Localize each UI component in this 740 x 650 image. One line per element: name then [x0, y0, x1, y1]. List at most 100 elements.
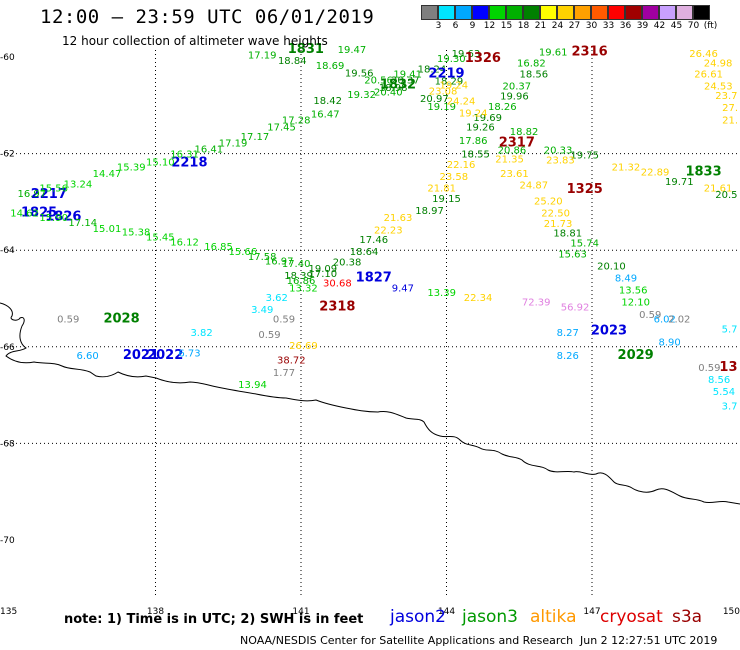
swh-label: 26.69: [289, 341, 318, 352]
swh-label: 15.38: [122, 228, 151, 239]
swh-label: 8.90: [658, 337, 680, 348]
swh-label: 14.62: [10, 208, 39, 219]
map-title: 12:00 – 23:59 UTC 06/01/2019: [40, 6, 375, 28]
time-label: 1325: [567, 182, 603, 197]
swh-label: 19.41: [393, 69, 422, 80]
swh-label: 15.39: [117, 163, 146, 174]
swh-label: 20.5: [715, 190, 737, 201]
legend-altika: altika: [530, 607, 577, 627]
swh-label: 20.97: [420, 94, 449, 105]
colorbar-unit-label: (ft): [703, 21, 718, 31]
swh-label: 20.33: [544, 146, 573, 157]
swh-label: 18.29: [435, 77, 464, 88]
swh-label: 5.7: [722, 324, 738, 335]
swh-label: 0.59: [698, 363, 720, 374]
lon-tick-label: 141: [292, 607, 309, 617]
swh-label: 16.41: [195, 145, 224, 156]
swh-label: 12.10: [621, 298, 650, 309]
swh-label: 8.56: [708, 375, 730, 386]
colorbar-swatch: [659, 5, 676, 20]
colorbar-swatch: [540, 5, 557, 20]
footnote: note: 1) Time is in UTC; 2) SWH is in fe…: [64, 612, 364, 627]
swh-label: 1.77: [273, 368, 295, 379]
swh-label: 17.40: [282, 259, 311, 270]
swh-label: 5.54: [713, 387, 735, 398]
swh-label: 17.17: [241, 132, 270, 143]
colorbar-level-label: 33: [602, 21, 615, 31]
swh-label: 0.59: [639, 310, 661, 321]
swh-label: 22.50: [541, 208, 570, 219]
swh-label: 15.74: [570, 238, 599, 249]
time-label: 2021: [123, 348, 159, 363]
swh-label: 17.10: [309, 269, 338, 280]
swh-label: 19.71: [665, 177, 694, 188]
colorbar-swatch: [472, 5, 489, 20]
swh-label: 13.56: [619, 286, 648, 297]
colorbar-swatch: [455, 5, 472, 20]
lon-tick-label: 147: [583, 607, 600, 617]
swh-label: 24.98: [704, 59, 733, 70]
time-label: 2022: [147, 348, 183, 363]
swh-label: 15.63: [558, 249, 587, 260]
swh-label: 15.45: [146, 233, 175, 244]
colorbar-swatch: [506, 5, 523, 20]
colorbar-level-label: 12: [483, 21, 496, 31]
map-subtitle: 12 hour collection of altimeter wave hei…: [62, 34, 328, 48]
colorbar-swatch: [625, 5, 642, 20]
legend-jason3: jason3: [462, 607, 518, 627]
swh-label: 18.98: [379, 83, 408, 94]
swh-label: 19.61: [539, 48, 568, 59]
colorbar-level-label: 36: [619, 21, 632, 31]
colorbar-swatch: [557, 5, 574, 20]
swh-label: 16.86: [287, 276, 316, 287]
swh-label: 27.: [722, 103, 738, 114]
swh-label: 18.64: [350, 247, 379, 258]
swh-label: 22.89: [641, 167, 670, 178]
time-label: 2217: [31, 187, 67, 202]
swh-label: 3.62: [266, 293, 288, 304]
lon-tick-label: 135: [0, 607, 17, 617]
colorbar-level-label: 39: [636, 21, 649, 31]
swh-label: 18.56: [519, 69, 548, 80]
swh-label: 21.73: [544, 219, 573, 230]
swh-label: 22.16: [447, 160, 476, 171]
colorbar-level-label: 24: [551, 21, 564, 31]
swh-label: 56.92: [561, 303, 590, 314]
swh-label: 8.26: [557, 351, 579, 362]
colorbar-level-label: 21: [534, 21, 547, 31]
swh-label: 6.02: [654, 315, 676, 326]
swh-label: 21.81: [427, 183, 456, 194]
swh-label: 18.81: [553, 229, 582, 240]
swh-label: 17.14: [68, 218, 97, 229]
lat-lon-grid: 135 138 141 144 147 150 -60 -62 -64 -66 -68 -70: [0, 50, 740, 617]
swh-label: 25.20: [534, 196, 563, 207]
swh-label: 17.28: [282, 116, 311, 127]
swh-label: 21.61: [704, 183, 733, 194]
credit-date: Jun 2 12:27:51 UTC 2019: [580, 634, 718, 647]
swh-label: 18.26: [488, 102, 517, 113]
colorbar-swatch: [591, 5, 608, 20]
time-label: 1832: [380, 77, 416, 92]
swh-label: 19.24: [459, 108, 488, 119]
swh-label: 19.75: [570, 150, 599, 161]
lat-tick-label: -62: [0, 150, 15, 160]
swh-label: 13.39: [427, 288, 456, 299]
swh-label: 23.58: [439, 172, 468, 183]
colorbar-level-label: 6: [452, 21, 459, 31]
colorbar-swatch: [574, 5, 591, 20]
swh-label: 23.83: [546, 155, 575, 166]
colorbar: [421, 5, 710, 20]
swh-label: 19.09: [309, 264, 338, 275]
swh-label: 20.38: [333, 258, 362, 269]
swh-label: 21.63: [384, 213, 413, 224]
colorbar-swatch: [693, 5, 710, 20]
swh-label: 22.23: [374, 225, 403, 236]
swh-label: 23.08: [429, 87, 458, 98]
swh-label: 26.61: [694, 69, 723, 80]
swh-label: 15.56: [39, 183, 68, 194]
swh-label: 18.97: [415, 206, 444, 217]
swh-label: 13.32: [289, 283, 318, 294]
time-label: 1827: [356, 271, 392, 286]
swh-label: 3.49: [251, 305, 273, 316]
